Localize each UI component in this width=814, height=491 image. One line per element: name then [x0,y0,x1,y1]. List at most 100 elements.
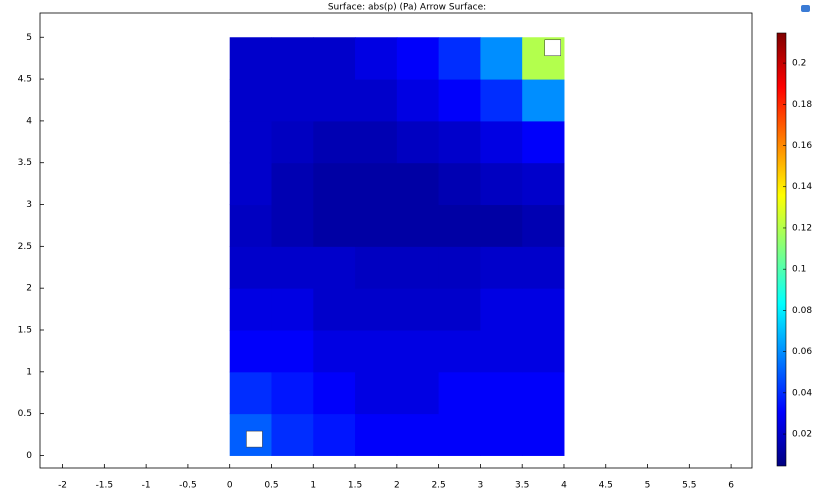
toolbar-icon[interactable] [801,5,810,12]
heat-cell [522,413,565,456]
heat-cell [396,413,440,456]
colorbar-tick-label: 0.02 [792,430,812,440]
x-tick-label: 6 [728,481,734,491]
heat-cell [522,162,565,206]
heat-cell [313,371,356,415]
heat-cell [438,371,481,415]
heat-cell [355,162,398,206]
heat-cell [229,329,272,373]
x-tick-label: 0 [227,481,233,491]
x-tick-label: 4 [561,481,567,491]
chart-title: Surface: abs(p) (Pa) Arrow Surface: [328,3,486,13]
heat-cell [522,329,565,373]
heat-cell [438,79,481,122]
heat-cell [480,37,523,80]
x-tick-label: 3.5 [515,481,529,491]
x-tick-label: 2 [394,481,400,491]
heat-cell [229,204,272,247]
colorbar-tick-label: 0.18 [792,100,812,110]
heat-cell [313,37,356,80]
y-tick-label: 4 [26,116,32,126]
heat-cell [396,204,440,247]
heat-cell [480,120,523,164]
heat-cell [355,79,398,122]
heat-cell [396,288,440,331]
heat-cell [271,37,314,80]
heat-cell [396,246,440,289]
y-tick-label: 0.5 [18,409,32,419]
heat-cell [438,37,481,80]
heat-cell [480,246,523,289]
y-tick-label: 0 [26,451,32,461]
y-tick-label: 2 [26,284,32,294]
colorbar-tick-label: 0.2 [792,59,806,69]
heat-cell [313,79,356,122]
heat-cell [271,162,314,206]
heat-cell [438,413,481,456]
y-tick-label: 1 [26,367,32,377]
y-tick-label: 3.5 [18,158,32,168]
x-tick-label: 3 [478,481,484,491]
heat-cell [271,329,314,373]
y-tick-label: 1.5 [18,325,32,335]
colorbar [776,32,787,467]
heat-cell [480,162,523,206]
source-box [246,430,263,448]
heat-cell [355,413,398,456]
heat-cell [355,329,398,373]
y-tick-label: 5 [26,33,32,43]
heat-cell [522,204,565,247]
heat-cell [355,371,398,415]
x-tick-label: 5 [645,481,651,491]
heat-cell [313,204,356,247]
heat-cell [271,120,314,164]
heat-cell [438,120,481,164]
heat-cell [438,246,481,289]
heat-cell [355,204,398,247]
heat-cell [396,120,440,164]
heat-cell [438,162,481,206]
x-tick-label: 4.5 [599,481,613,491]
heat-cell [313,162,356,206]
heat-cell [438,204,481,247]
colorbar-tick-label: 0.12 [792,223,812,233]
x-tick-label: 5.5 [682,481,696,491]
x-tick-label: 1 [310,481,316,491]
heat-cell [480,329,523,373]
heat-cell [396,329,440,373]
y-tick-label: 3 [26,200,32,210]
heat-cell [229,37,272,80]
heat-cell [271,204,314,247]
heat-cell [271,371,314,415]
heat-cell [313,120,356,164]
heat-cell [313,288,356,331]
heat-cell [522,371,565,415]
x-tick-label: 0.5 [264,481,278,491]
heat-cell [480,413,523,456]
heat-cell [229,246,272,289]
y-tick-label: 2.5 [18,242,32,252]
heat-cell [438,329,481,373]
axes-frame [39,12,753,469]
heat-cell [313,329,356,373]
heat-cell [522,120,565,164]
heat-cell [355,288,398,331]
heat-cell [396,371,440,415]
y-tick-label: 4.5 [18,75,32,85]
heat-cell [522,288,565,331]
colorbar-tick-label: 0.14 [792,182,812,192]
x-tick-label: 2.5 [431,481,445,491]
heat-cell [480,371,523,415]
colorbar-tick-label: 0.08 [792,306,812,316]
x-tick-label: -2 [58,481,67,491]
source-box [544,39,562,57]
heat-cell [271,288,314,331]
heat-cell [271,246,314,289]
heat-cell [313,413,356,456]
heat-cell [271,413,314,456]
x-tick-label: -1.5 [96,481,114,491]
heat-cell [396,37,440,80]
heat-cell [522,79,565,122]
